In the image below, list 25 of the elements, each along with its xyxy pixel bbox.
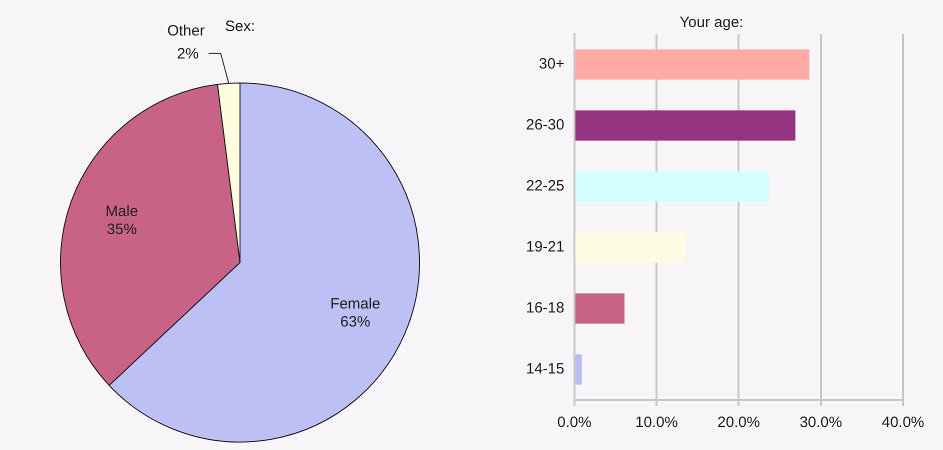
data-label: 2% <box>177 45 199 62</box>
y-tick-label: 26-30 <box>526 116 564 134</box>
y-tick-label: 30+ <box>538 56 565 73</box>
chart-title: Your age: <box>680 14 744 32</box>
bar <box>575 232 686 263</box>
x-tick-label: 0.0% <box>557 414 592 432</box>
y-tick-label: 19-21 <box>526 238 564 256</box>
chart-title: Sex: <box>224 18 256 36</box>
bar <box>575 293 624 324</box>
slice-label: Male <box>106 202 138 220</box>
y-tick-label: 22-25 <box>526 178 564 195</box>
slice-label: Other <box>167 22 205 40</box>
x-tick-label: 20.0% <box>717 414 760 432</box>
x-tick-label: 10.0% <box>635 414 678 432</box>
y-tick-label: 16-18 <box>526 300 564 317</box>
data-label: 63% <box>340 313 370 330</box>
x-tick-label: 30.0% <box>800 414 842 432</box>
bar <box>575 354 582 385</box>
bar <box>575 49 810 80</box>
slice-label: Female <box>330 295 380 312</box>
data-label: 35% <box>106 220 137 238</box>
y-tick-label: 14-15 <box>526 360 564 378</box>
bar <box>575 171 770 202</box>
bar <box>575 110 796 141</box>
x-tick-label: 40.0% <box>882 414 924 432</box>
